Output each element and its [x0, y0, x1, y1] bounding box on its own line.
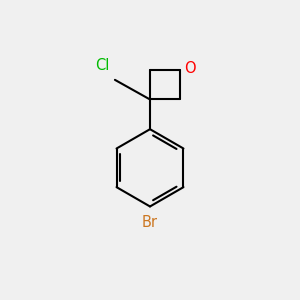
Text: Br: Br	[142, 215, 158, 230]
Text: Cl: Cl	[95, 58, 110, 73]
Text: O: O	[184, 61, 196, 76]
